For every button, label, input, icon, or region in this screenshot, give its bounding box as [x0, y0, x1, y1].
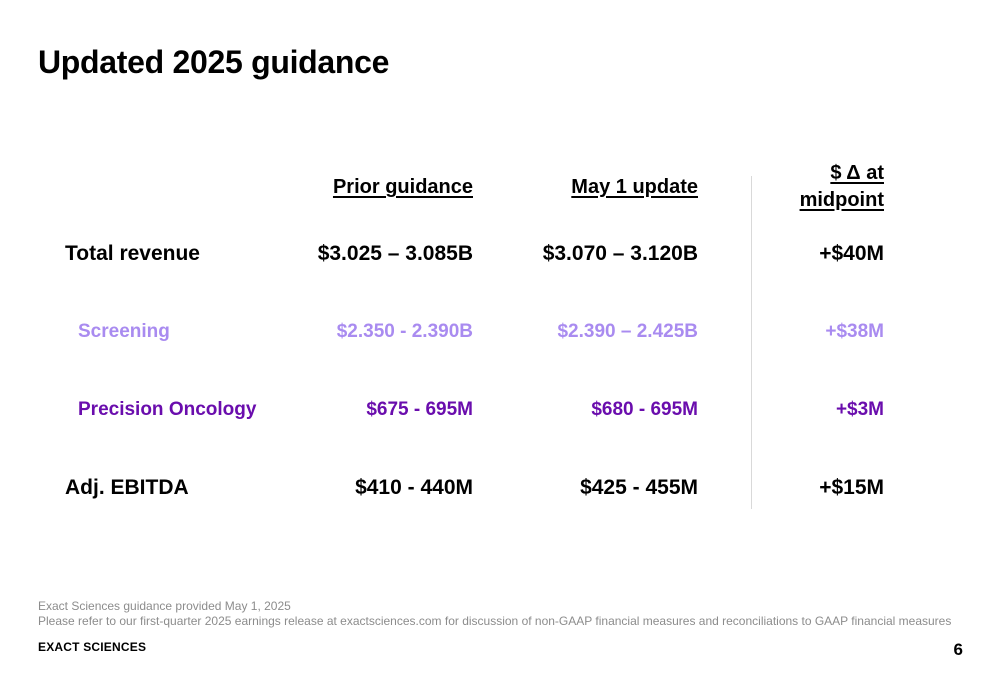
prior-guidance-value: $3.025 – 3.085B [317, 242, 473, 265]
row-label: Adj. EBITDA [65, 476, 189, 499]
may-1-update-value: $2.390 – 2.425B [557, 321, 698, 342]
delta-value: +$38M [825, 321, 884, 342]
brand-logo-text: EXACT SCIENCES [38, 640, 147, 654]
prior-guidance-value: $2.350 - 2.390B [336, 321, 473, 342]
column-header-delta-line-2: midpoint [799, 189, 884, 211]
prior-guidance-value: $410 - 440M [355, 476, 473, 499]
may-1-update-value: $3.070 – 3.120B [542, 242, 698, 265]
may-1-update-value: $680 - 695M [591, 399, 698, 420]
row-label: Total revenue [65, 242, 200, 265]
column-header-may-1-update: May 1 update [571, 176, 698, 198]
table-row-adj-ebitda: Adj. EBITDA $410 - 440M $425 - 455M +$15… [0, 473, 1000, 503]
page-title: Updated 2025 guidance [38, 44, 390, 80]
delta-value: +$3M [835, 399, 884, 420]
delta-value: +$15M [819, 476, 884, 499]
row-label: Screening [78, 321, 170, 342]
may-1-update-value: $425 - 455M [580, 476, 698, 499]
footnote-guidance-date: Exact Sciences guidance provided May 1, … [38, 599, 291, 613]
table-row-total-revenue: Total revenue $3.025 – 3.085B $3.070 – 3… [0, 239, 1000, 269]
footnote-non-gaap: Please refer to our first-quarter 2025 e… [38, 614, 952, 628]
column-header-delta-at-midpoint: $ Δ at midpoint [800, 160, 884, 214]
table-row-screening: Screening $2.350 - 2.390B $2.390 – 2.425… [0, 317, 1000, 347]
prior-guidance-value: $675 - 695M [366, 399, 473, 420]
column-header-delta-line-1: $ Δ at [830, 162, 884, 184]
page-number: 6 [953, 640, 963, 659]
delta-value: +$40M [819, 242, 884, 265]
column-header-prior-guidance: Prior guidance [332, 176, 473, 198]
column-divider [751, 176, 752, 509]
table-row-precision-oncology: Precision Oncology $675 - 695M $680 - 69… [0, 395, 1000, 425]
row-label: Precision Oncology [78, 399, 257, 420]
